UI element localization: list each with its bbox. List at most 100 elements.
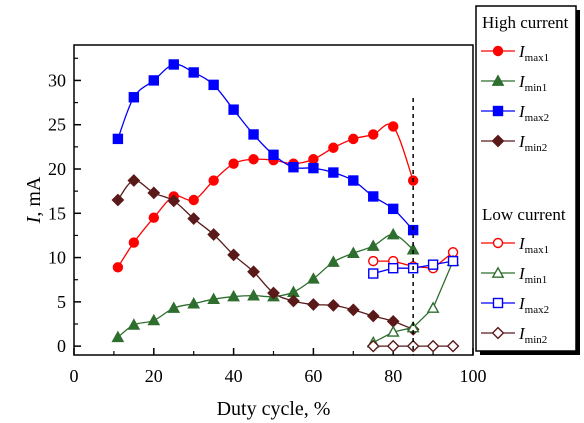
plot-area: 0 20 40 60 80 100 0 5 10 15 20 25 30	[48, 44, 487, 386]
data-point	[348, 133, 359, 145]
legend-label: Imax1	[518, 42, 549, 64]
series-line-hi_max2	[117, 63, 414, 231]
data-point	[207, 228, 221, 241]
y-axis-title: I, mA	[23, 176, 45, 224]
data-point	[147, 313, 161, 326]
data-point	[328, 167, 339, 178]
legend-entry-lo_max1: Imax1	[481, 234, 549, 256]
data-point	[368, 191, 379, 202]
legend-label: Imin2	[518, 324, 547, 346]
data-point	[147, 186, 161, 200]
data-point	[267, 286, 280, 300]
data-point	[127, 174, 141, 187]
data-point	[287, 294, 300, 308]
legend-label: Imin2	[518, 132, 547, 154]
data-point	[188, 67, 199, 78]
data-point	[346, 303, 360, 317]
x-tick-label: 80	[384, 366, 402, 386]
data-point	[188, 194, 199, 206]
x-tick-label: 100	[460, 366, 487, 386]
y-tick-label: 5	[57, 292, 66, 312]
data-point	[308, 162, 319, 174]
data-point	[346, 246, 360, 258]
legend-entry-lo_min1: Imin1	[481, 264, 547, 286]
y-tick-label: 20	[48, 159, 66, 179]
data-point	[348, 175, 359, 186]
legend-box	[475, 5, 577, 352]
data-point	[127, 318, 141, 330]
series-lo_min2	[366, 339, 460, 353]
data-point	[366, 339, 380, 353]
legend-marker	[492, 237, 504, 249]
data-point	[208, 79, 219, 91]
y-tick-label: 10	[48, 248, 66, 268]
legend-marker	[491, 74, 505, 86]
data-point	[248, 154, 259, 165]
series-line-hi_max1	[117, 123, 414, 268]
legend-entry-hi_min1: Imin1	[481, 72, 547, 94]
data-point	[148, 212, 160, 223]
data-point	[328, 142, 339, 153]
data-point	[366, 239, 380, 251]
series-line-hi_min2	[117, 179, 414, 330]
data-point	[128, 237, 140, 248]
series-line-hi_min1	[117, 233, 414, 338]
data-point	[128, 92, 140, 103]
data-point	[446, 339, 460, 353]
data-point	[386, 325, 400, 337]
data-point	[187, 297, 201, 309]
data-point	[427, 259, 439, 270]
legend-marker	[492, 45, 504, 57]
series-hi_min1	[111, 227, 420, 343]
legend-marker	[491, 134, 505, 148]
data-point	[368, 255, 379, 267]
x-tick-label: 60	[304, 366, 322, 386]
data-point	[228, 104, 239, 115]
legend-entry-lo_min2: Imin2	[481, 324, 547, 346]
data-point	[167, 194, 181, 208]
data-point	[386, 339, 400, 353]
legend-entry-hi_min2: Imin2	[481, 132, 547, 154]
series-hi_max2	[112, 59, 419, 236]
legend-marker	[492, 105, 504, 117]
data-point	[227, 289, 240, 302]
axis-ticks: 0 20 40 60 80 100 0 5 10 15 20 25 30	[48, 57, 487, 386]
data-point	[248, 129, 259, 140]
data-point	[426, 339, 440, 353]
legend-entry-hi_max2: Imax2	[481, 102, 549, 124]
data-point	[268, 149, 279, 161]
data-point	[288, 162, 299, 173]
data-point	[228, 158, 239, 169]
legend-label: Imax2	[518, 294, 549, 316]
x-tick-label: 20	[145, 366, 163, 386]
y-axis-title-symbol: I	[23, 215, 45, 224]
data-point	[308, 154, 319, 165]
y-tick-label: 15	[48, 203, 66, 223]
legend-label: Imax2	[518, 102, 549, 124]
legend-entry-hi_max1: Imax1	[481, 42, 549, 64]
data-point	[307, 298, 320, 311]
data-point	[111, 193, 125, 207]
data-point	[386, 314, 400, 328]
data-point	[148, 75, 160, 86]
y-axis-title-unit: , mA	[23, 176, 45, 217]
x-tick-label: 40	[225, 366, 243, 386]
legend-entry-lo_max2: Imax2	[481, 294, 549, 316]
legend-group-title: High current	[482, 13, 569, 32]
data-point	[388, 121, 399, 132]
series-layer	[111, 59, 460, 353]
y-tick-label: 25	[48, 115, 66, 135]
y-tick-label: 0	[57, 336, 66, 356]
data-point	[307, 272, 320, 284]
legend-label: Imax1	[518, 234, 549, 256]
data-point	[208, 175, 219, 186]
data-point	[227, 248, 240, 262]
data-point	[366, 309, 380, 323]
x-axis-title: Duty cycle, %	[217, 398, 331, 420]
data-point	[388, 203, 399, 215]
legend-label: Imin1	[518, 72, 547, 94]
data-point	[247, 289, 260, 301]
legend: High current Imax1 Imin1 Imax2 Imin2 Low curr…	[475, 5, 580, 355]
data-point	[368, 129, 379, 140]
data-point	[112, 262, 124, 273]
